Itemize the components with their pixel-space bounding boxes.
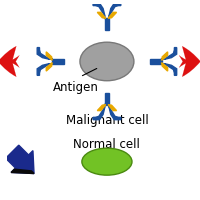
Polygon shape [161, 64, 177, 75]
Polygon shape [108, 12, 117, 18]
Polygon shape [52, 59, 64, 64]
Polygon shape [97, 105, 106, 111]
Polygon shape [37, 48, 53, 59]
Polygon shape [93, 104, 105, 120]
Polygon shape [6, 145, 34, 174]
Ellipse shape [80, 42, 134, 81]
Polygon shape [11, 169, 34, 174]
Polygon shape [109, 3, 121, 19]
Text: Antigen: Antigen [53, 81, 99, 94]
Polygon shape [37, 64, 53, 75]
Polygon shape [105, 18, 109, 30]
Polygon shape [108, 105, 117, 111]
Polygon shape [162, 52, 168, 60]
Polygon shape [97, 12, 106, 18]
Polygon shape [109, 104, 121, 120]
Polygon shape [162, 63, 168, 71]
Polygon shape [46, 63, 52, 71]
Polygon shape [93, 3, 105, 19]
Polygon shape [161, 48, 177, 59]
Polygon shape [105, 93, 109, 105]
Text: Normal cell: Normal cell [73, 138, 140, 151]
Ellipse shape [82, 148, 132, 175]
Polygon shape [150, 59, 162, 64]
Text: Malignant cell: Malignant cell [66, 114, 148, 127]
Polygon shape [46, 52, 52, 60]
